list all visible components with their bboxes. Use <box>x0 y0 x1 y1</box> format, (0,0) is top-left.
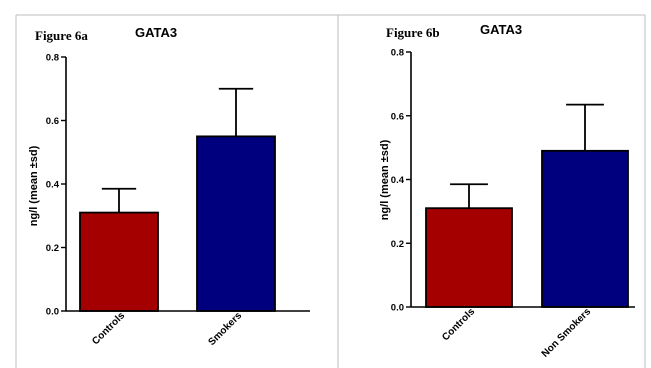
chart-6a-title: GATA3 <box>135 25 177 40</box>
error-bar <box>450 183 488 209</box>
y-tick-label: 0.2 <box>46 243 59 254</box>
chart-6a-ylabel: ng/l (mean ±sd) <box>28 145 40 226</box>
y-tick-label: 0.6 <box>391 111 404 122</box>
y-tick-label: 0.4 <box>391 175 405 186</box>
category-label: Smokers <box>206 310 244 348</box>
category-label: Non Smokers <box>540 306 594 360</box>
category-label: Controls <box>440 306 477 343</box>
error-bar <box>566 103 604 151</box>
chart-6b-ylabel: ng/l (mean ±sd) <box>379 139 391 220</box>
y-tick-label: 0.2 <box>391 239 404 250</box>
chart-6b-title: GATA3 <box>480 22 522 37</box>
figure-6b-label: Figure 6b <box>386 25 440 40</box>
bar <box>425 207 513 308</box>
figure-6a-label: Figure 6a <box>35 28 88 43</box>
category-label: Controls <box>90 310 127 347</box>
y-tick-label: 0.4 <box>46 180 60 191</box>
y-tick-label: 0.8 <box>46 53 59 64</box>
chart-6b: Figure 6b GATA3 ng/l (mean ±sd) 0.0 0.2 0.… <box>379 22 635 360</box>
bar <box>541 149 629 308</box>
bar <box>79 211 159 312</box>
chart-6a: Figure 6a GATA3 ng/l (mean ±sd) 0.0 0.2 0.… <box>28 25 310 348</box>
y-tick-label: 0.6 <box>46 116 59 127</box>
error-bar <box>101 187 137 213</box>
y-tick-label: 0.0 <box>391 303 404 314</box>
bar <box>196 135 276 312</box>
y-tick-label: 0.0 <box>46 307 59 318</box>
y-tick-label: 0.8 <box>391 48 404 59</box>
error-bar <box>218 87 254 137</box>
